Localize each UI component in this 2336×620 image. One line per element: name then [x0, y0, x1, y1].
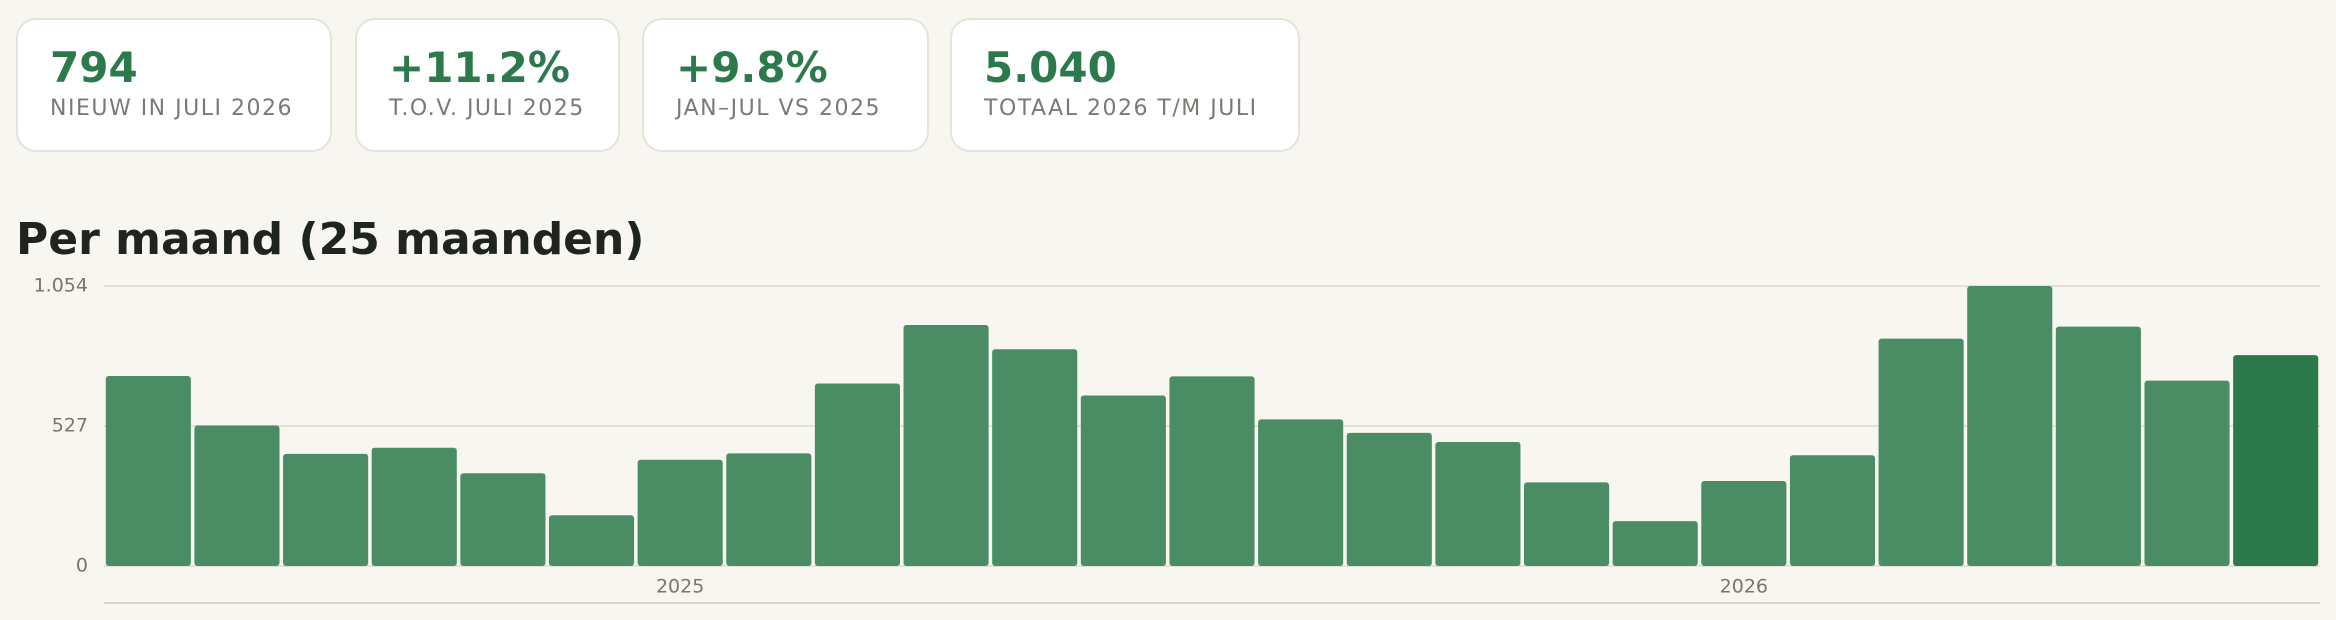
bar	[1967, 286, 2053, 566]
bar	[105, 376, 191, 566]
bar	[1080, 395, 1166, 566]
kpi-label: TOTAAL 2026 T/M JULI	[984, 96, 1258, 121]
bar	[1878, 338, 1964, 566]
bar	[903, 325, 989, 566]
bar	[460, 473, 546, 566]
bar	[1169, 376, 1255, 566]
bar	[548, 515, 635, 566]
kpi-card: +11.2% T.O.V. JULI 2025	[355, 18, 620, 152]
kpi-label: NIEUW IN JULI 2026	[50, 96, 293, 121]
y-tick-label: 527	[52, 415, 88, 437]
bar	[1789, 455, 1876, 566]
bar	[2233, 355, 2319, 566]
kpi-label: JAN–JUL VS 2025	[676, 96, 881, 121]
bar	[194, 425, 280, 566]
bar	[1524, 482, 1610, 566]
bar	[814, 383, 900, 566]
x-tick-label: 2025	[656, 576, 704, 598]
kpi-value: +9.8%	[676, 43, 828, 92]
kpi-card: 794 NIEUW IN JULI 2026	[16, 18, 332, 152]
y-tick-label: 0	[76, 555, 88, 577]
kpi-value: 5.040	[984, 43, 1117, 92]
kpi-value: 794	[50, 43, 138, 92]
bar	[1612, 521, 1698, 566]
kpi-value: +11.2%	[389, 43, 570, 92]
bar	[1435, 441, 1521, 566]
bar	[283, 453, 369, 566]
y-tick-label: 1.054	[34, 275, 88, 297]
chart-title: Per maand (25 maanden)	[16, 214, 644, 265]
bar	[371, 447, 457, 566]
bar	[637, 459, 723, 566]
bar	[992, 349, 1078, 566]
bar	[726, 453, 812, 566]
bar	[2055, 326, 2141, 566]
bar	[2144, 380, 2230, 566]
kpi-label: T.O.V. JULI 2025	[389, 96, 585, 121]
bar	[1258, 419, 1344, 566]
x-tick-label: 2026	[1720, 576, 1768, 598]
bar	[1346, 432, 1432, 566]
kpi-card: +9.8% JAN–JUL VS 2025	[642, 18, 929, 152]
kpi-card: 5.040 TOTAAL 2026 T/M JULI	[950, 18, 1300, 152]
bar	[1701, 480, 1787, 566]
